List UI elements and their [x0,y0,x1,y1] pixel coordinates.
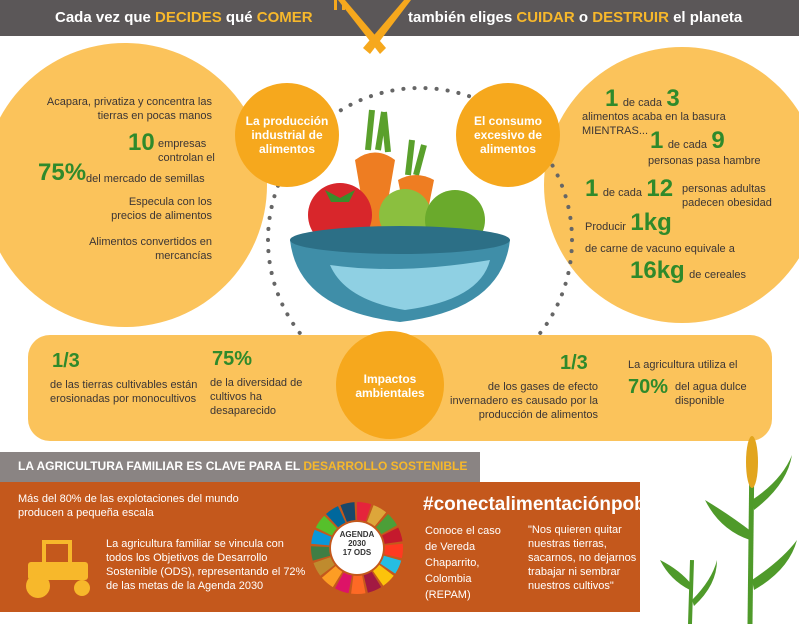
stat: 1 [605,85,619,112]
ods-segment [310,546,331,561]
header-left: Cada vez que DECIDES qué COMER [55,9,313,26]
text: Acapara, privatiza y concentra las tierr… [46,96,212,122]
circle-label: El consumo excesivo de alimentos [473,114,543,156]
left-circle [0,43,267,327]
ods-segment [311,529,332,546]
header-text: Cada vez que [55,9,151,26]
header-text: o [578,9,589,26]
header-highlight: DESTRUIR [592,9,669,26]
stat: 1/3 [560,352,588,374]
header-highlight: DECIDES [155,9,222,26]
ods-segment [351,575,366,594]
ods-segment [340,502,356,522]
text: Producir [585,221,626,233]
text: La agricultura familiar se vincula con t… [106,538,306,592]
text: Conoce el caso de Vereda Chaparrito, Col… [425,525,501,601]
text: de cada [602,187,642,199]
text: de cada [667,139,707,151]
text: del agua dulce disponible [675,381,747,407]
stat-row: 1 de cada 12 [585,176,673,202]
header-highlight: CUIDAR [516,9,575,26]
text: de la diversidad de cultivos ha desapare… [210,377,303,417]
ods-text: 2030 [348,539,366,548]
ods-segment [384,543,404,559]
ods-text: 17 ODS [342,548,372,557]
stat-row: Producir 1kg [585,210,672,236]
header-highlight: COMER [256,9,313,26]
section-title-text: LA AGRICULTURA FAMILIAR ES CLAVE PARA EL [18,459,300,473]
ods-label: AGENDA 2030 17 ODS [335,530,379,557]
text: de cereales [689,269,747,281]
stat: 75% [38,159,87,186]
ods-center [331,522,383,574]
ods-segment [367,505,387,527]
stat: 75% [212,348,253,370]
circle-label: La producción industrial de alimentos [245,114,329,156]
stat: 3 [666,85,680,112]
dotted-ring [266,86,574,394]
ods-segment [321,566,343,588]
stat: 1kg [630,209,672,236]
ods-segment [326,506,346,528]
section-header [0,452,480,482]
text: de las tierras cultivables están erosion… [50,379,198,405]
cutlery-icon [334,0,411,54]
ods-segment [375,514,397,535]
stat-row: 1 de cada 3 [605,86,680,112]
quote: "Nos quieren quitar nuestras tierras, sa… [528,524,637,592]
text: Más del 80% de las explotaciones del mun… [18,493,239,519]
header-text: qué [225,9,253,26]
text: alimentos acaba en la basura MIENTRAS... [582,111,726,137]
header-text: el planeta [673,9,743,26]
ods-segment [357,502,372,522]
tractor-icon [26,540,90,598]
section-title: LA AGRICULTURA FAMILIAR ES CLAVE PARA EL… [18,459,467,473]
text: del mercado de semillas [86,173,205,185]
bowl [290,226,510,322]
plants [660,436,797,624]
ods-wheel [310,502,404,594]
circle-label: Impactos ambientales [355,372,425,400]
header-right: también eliges CUIDAR o DESTRUIR el plan… [408,9,742,26]
stat: 16kg [630,257,685,284]
stat: 1/3 [52,350,80,372]
ods-segment [380,555,402,574]
stat: 1 [650,127,664,154]
label-circle [456,83,560,187]
text: de los gases de efecto invernadero es ca… [450,381,598,421]
text: Alimentos convertidos en mercancías [89,236,212,262]
stat: 12 [646,175,674,202]
label-circle [336,331,444,439]
ods-segment [313,557,335,576]
header-text: también eliges [408,9,513,26]
text: de cada [622,97,662,109]
text: personas adultas padecen obesidad [682,183,772,209]
ods-segment [363,571,382,593]
section-title-highlight: DESARROLLO SOSTENIBLE [303,459,468,473]
text: de carne de vacuno equivale a [585,243,735,255]
hashtag: #conectalimentaciónpobreza [423,494,684,515]
ods-segment [382,527,403,544]
stat: 10 [128,129,155,156]
text: La agricultura utiliza el [628,359,738,371]
stat: 70% [628,376,669,398]
ods-segment [335,572,352,594]
stat-row: 16kg de cereales [630,258,746,284]
label-circle [235,83,339,187]
text: empresas controlan el [158,138,215,164]
text: personas pasa hambre [648,155,761,167]
ods-text: AGENDA [339,530,375,539]
stat-row: 1 de cada 9 [650,128,725,154]
text: Especula con los precios de alimentos [111,196,212,222]
right-circle [544,47,799,323]
stat: 1 [585,175,599,202]
stat: 9 [711,127,725,154]
ods-segment [315,515,337,536]
ods-segment [373,564,394,586]
